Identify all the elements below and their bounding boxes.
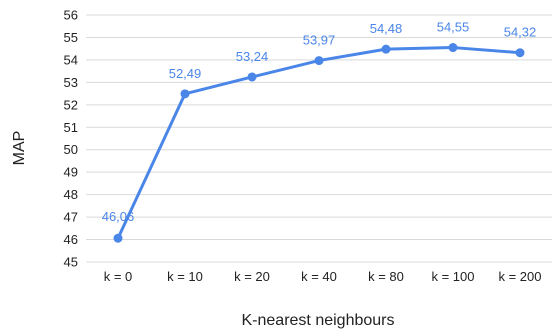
data-point (113, 233, 123, 243)
y-tick-label: 47 (64, 210, 78, 225)
y-tick-label: 45 (64, 255, 78, 270)
data-label: 53,24 (236, 49, 269, 64)
data-label: 53,97 (303, 33, 336, 48)
data-point (515, 48, 525, 58)
y-tick-label: 50 (64, 142, 78, 157)
x-axis-title: K-nearest neighbours (242, 312, 395, 329)
x-tick-label: k = 80 (368, 269, 404, 284)
x-tick-label: k = 0 (104, 269, 133, 284)
data-label: 54,48 (370, 21, 403, 36)
x-tick-label: k = 20 (234, 269, 270, 284)
data-labels: 46,06 52,49 53,24 53,97 54,48 54,55 54,32 (102, 20, 537, 225)
data-label: 52,49 (169, 66, 202, 81)
y-tick-label: 55 (64, 30, 78, 45)
data-label: 54,32 (504, 25, 537, 40)
y-tick-label: 51 (64, 120, 78, 135)
data-point (448, 43, 458, 53)
x-tick-label: k = 200 (498, 269, 541, 284)
x-tick-label: k = 100 (431, 269, 474, 284)
x-tick-label: k = 40 (301, 269, 337, 284)
data-points (113, 43, 525, 243)
gridlines (86, 14, 552, 263)
x-tick-label: k = 10 (167, 269, 203, 284)
y-axis-title: MAP (11, 131, 28, 166)
y-axis-ticks: 45 46 47 48 49 50 51 52 53 54 55 56 (64, 8, 78, 270)
y-tick-label: 49 (64, 165, 78, 180)
y-tick-label: 53 (64, 75, 78, 90)
data-point (180, 89, 190, 99)
data-label: 54,55 (437, 20, 470, 35)
y-tick-label: 46 (64, 232, 78, 247)
data-point (247, 72, 257, 82)
data-point (314, 56, 324, 66)
y-tick-label: 56 (64, 8, 78, 23)
y-tick-label: 54 (64, 52, 78, 67)
y-tick-label: 48 (64, 187, 78, 202)
data-point (381, 44, 391, 54)
data-label: 46,06 (102, 209, 135, 224)
x-axis-ticks: k = 0 k = 10 k = 20 k = 40 k = 80 k = 100 k = … (104, 269, 542, 284)
y-tick-label: 52 (64, 97, 78, 112)
